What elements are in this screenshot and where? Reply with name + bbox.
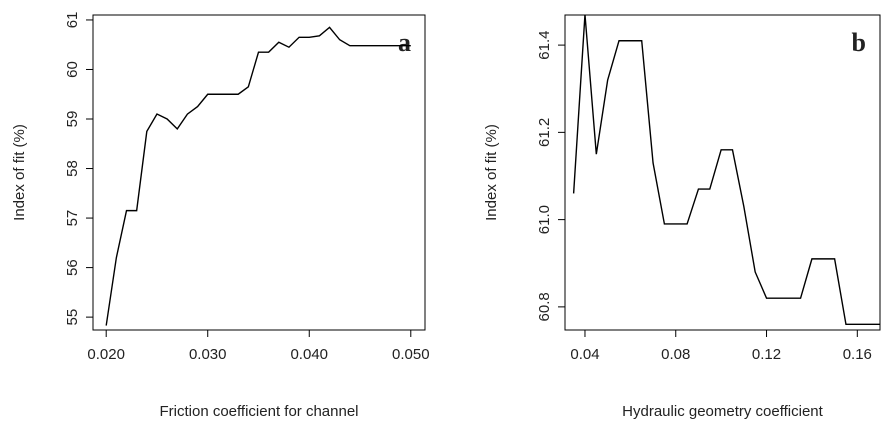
x-tick-label: 0.030 [189, 346, 227, 363]
y-axis-title: Index of fit (%) [11, 124, 28, 221]
y-tick-label: 57 [64, 210, 81, 227]
x-tick-label: 0.08 [661, 346, 690, 363]
x-axis-title: Friction coefficient for channel [160, 403, 359, 420]
y-tick-label: 61.0 [536, 205, 553, 234]
y-tick-label: 60 [64, 61, 81, 78]
x-tick-label: 0.050 [392, 346, 430, 363]
plot-frame [92, 14, 426, 331]
x-tick-label: 0.040 [290, 346, 328, 363]
y-tick-label: 61.4 [536, 31, 553, 60]
x-tick-label: 0.020 [87, 346, 125, 363]
y-tick-label: 56 [64, 259, 81, 276]
y-tick-label: 61 [64, 12, 81, 29]
x-tick-label: 0.12 [752, 346, 781, 363]
y-tick-label: 55 [64, 309, 81, 326]
y-tick-label: 58 [64, 160, 81, 177]
panel-label: b [852, 28, 866, 57]
line [105, 26, 411, 326]
y-tick-label: 60.8 [536, 292, 553, 321]
y-tick-label: 61.2 [536, 118, 553, 147]
x-tick-label: 0.16 [843, 346, 872, 363]
x-axis-title: Hydraulic geometry coefficient [622, 403, 823, 420]
line [572, 14, 880, 326]
x-tick-label: 0.04 [570, 346, 599, 363]
panel-label: a [398, 28, 411, 57]
y-axis-title: Index of fit (%) [483, 124, 500, 221]
y-tick-label: 59 [64, 111, 81, 128]
